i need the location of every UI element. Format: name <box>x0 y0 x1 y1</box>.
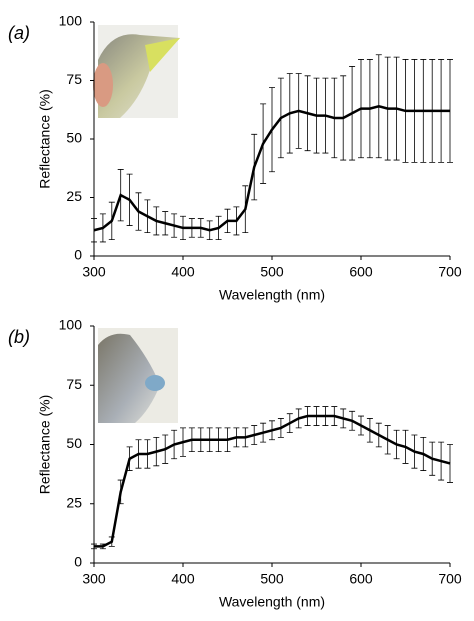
y-tick-label: 0 <box>74 247 82 263</box>
y-tick-label: 100 <box>59 13 83 29</box>
panel-label: (a) <box>8 23 30 43</box>
x-tick-label: 400 <box>171 571 195 587</box>
x-axis-label: Wavelength (nm) <box>219 287 325 303</box>
y-tick-label: 25 <box>66 188 82 204</box>
x-tick-label: 400 <box>171 264 195 280</box>
x-tick-label: 500 <box>260 571 284 587</box>
x-tick-label: 700 <box>438 264 462 280</box>
y-tick-label: 0 <box>74 554 82 570</box>
y-tick-label: 25 <box>66 494 82 510</box>
data-line <box>93 104 450 232</box>
y-axis-label: Reflectance (%) <box>37 89 53 189</box>
x-tick-label: 300 <box>82 264 106 280</box>
panel-label: (b) <box>8 327 30 347</box>
y-tick-label: 50 <box>66 435 82 451</box>
x-axis-label: Wavelength (nm) <box>219 594 325 610</box>
y-tick-label: 75 <box>66 71 82 87</box>
x-tick-label: 300 <box>82 571 106 587</box>
x-tick-label: 500 <box>260 264 284 280</box>
y-tick-label: 75 <box>66 376 82 392</box>
y-tick-label: 100 <box>59 317 83 333</box>
inset-photo-b <box>98 328 178 423</box>
data-line <box>94 414 451 548</box>
x-tick-label: 600 <box>349 264 373 280</box>
x-tick-label: 700 <box>438 571 462 587</box>
x-tick-label: 600 <box>349 571 373 587</box>
inset-photo-a <box>93 25 180 118</box>
y-tick-label: 50 <box>66 130 82 146</box>
y-axis-label: Reflectance (%) <box>37 395 53 495</box>
